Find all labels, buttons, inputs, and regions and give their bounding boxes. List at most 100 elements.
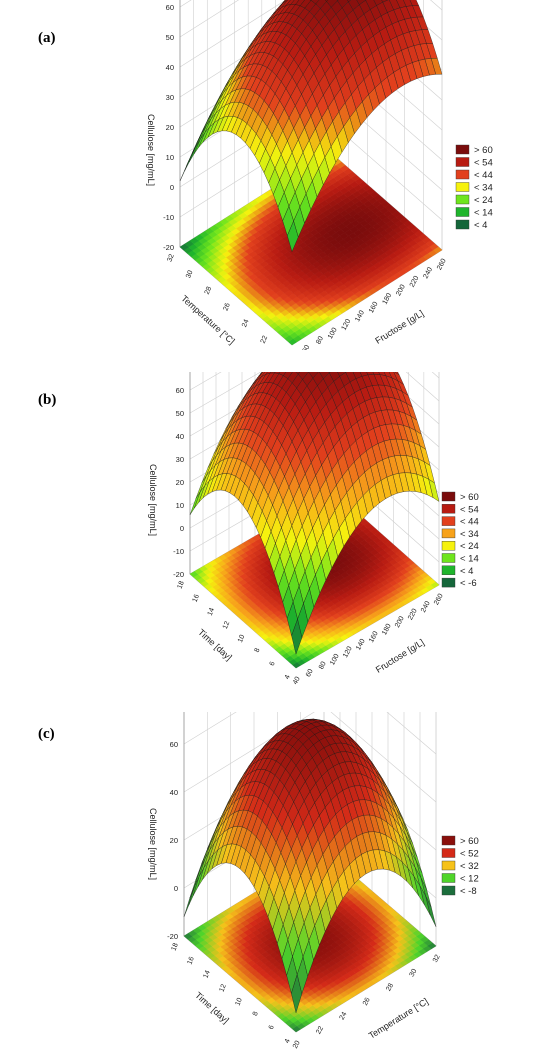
- legend-swatch: [441, 873, 456, 883]
- legend-label: < 24: [460, 541, 479, 552]
- legend-swatch: [441, 565, 456, 576]
- legend-swatch: [441, 528, 456, 539]
- y-tick-label: 10: [234, 997, 243, 1007]
- legend-label: < 44: [474, 170, 493, 181]
- y-tick-label: 22: [260, 335, 269, 345]
- x-tick-label: 30: [409, 968, 419, 978]
- legend-swatch: [441, 835, 456, 846]
- legend-label: < 14: [474, 208, 493, 219]
- z-tick-label: 40: [176, 432, 184, 441]
- surface-cell: [188, 876, 200, 906]
- legend-swatch: [455, 207, 470, 217]
- tick-labels: -20-100102030405060704060801001201401601…: [163, 3, 448, 350]
- x-tick-label: 80: [318, 660, 328, 670]
- legend-label: < 32: [460, 861, 479, 872]
- x-tick-label: 220: [409, 275, 421, 289]
- z-tick-label: 10: [176, 501, 184, 510]
- legend-swatch: [455, 182, 470, 192]
- y-tick-label: 16: [192, 593, 201, 603]
- surface-plot-c: -20020406080202224262830324681012141618T…: [148, 712, 479, 1050]
- tick-labels: -20020406080202224262830324681012141618: [167, 740, 442, 1050]
- surface-cell: [193, 132, 206, 155]
- legend-swatch: [441, 516, 456, 526]
- chart-panel-b: (b) -20-10010203040506070804060801001201…: [0, 372, 550, 702]
- surface-cell: [295, 372, 301, 375]
- legend-label: < 12: [460, 874, 479, 885]
- y-tick-label: 32: [166, 253, 175, 263]
- x-tick-label: 28: [385, 982, 395, 992]
- z-tick-label: 10: [166, 153, 174, 162]
- x-tick-label: 80: [315, 335, 325, 345]
- y-tick-label: 12: [218, 983, 227, 993]
- x-tick-label: 24: [339, 1011, 349, 1021]
- surface-cell: [324, 0, 329, 2]
- x-tick-label: 120: [341, 318, 353, 332]
- x-tick-label: 100: [329, 653, 341, 667]
- x-axis-label: Temperature [°C]: [367, 996, 430, 1041]
- x-axis-label: Fructose [g/L]: [373, 308, 425, 346]
- y-tick-label: 8: [252, 1011, 260, 1017]
- tick-labels: -20-100102030405060708040608010012014016…: [173, 386, 445, 686]
- y-tick-label: 10: [237, 634, 246, 644]
- x-tick-label: 20: [292, 1040, 302, 1050]
- y-tick-label: 18: [170, 942, 179, 952]
- surface-cell: [287, 220, 299, 253]
- legend-swatch: [455, 219, 470, 230]
- y-tick-label: 4: [284, 674, 292, 680]
- legend-swatch: [441, 577, 456, 588]
- z-tick-label: 30: [166, 93, 174, 102]
- legend-label: < 24: [474, 195, 493, 206]
- legend-swatch: [441, 540, 456, 551]
- x-tick-label: 160: [368, 301, 380, 315]
- y-tick-label: 6: [269, 661, 277, 667]
- z-tick-label: 60: [170, 740, 178, 749]
- surface-cell: [291, 618, 303, 655]
- z-tick-label: 40: [166, 63, 174, 72]
- x-tick-label: 260: [433, 593, 445, 607]
- surface-plot-a: -20-100102030405060704060801001201401601…: [146, 0, 493, 350]
- legend-label: < 4: [474, 220, 487, 231]
- chart-panel-a: (a) -20-10010203040506070406080100120140…: [0, 0, 550, 350]
- legend-swatch: [441, 491, 456, 502]
- legend: > 60 < 52< 32 < 12< -8: [441, 835, 479, 897]
- z-tick-label: 20: [166, 123, 174, 132]
- z-tick-label: -10: [163, 213, 174, 222]
- y-tick-label: 28: [204, 286, 213, 296]
- legend-swatch: [441, 553, 456, 563]
- legend-label: < 54: [460, 504, 479, 515]
- x-tick-label: 26: [362, 997, 372, 1007]
- x-tick-label: 32: [432, 954, 442, 964]
- x-tick-label: 180: [381, 623, 393, 637]
- surface-cell: [346, 0, 352, 3]
- legend: > 60< 54 < 44< 34< 24 < 14< 4< -6: [441, 491, 479, 589]
- legend-swatch: [441, 848, 456, 858]
- x-tick-label: 200: [395, 283, 407, 297]
- legend-label: > 60: [460, 836, 479, 847]
- x-tick-label: 240: [422, 266, 434, 280]
- x-tick-label: 160: [368, 630, 380, 644]
- legend-label: > 60: [474, 145, 493, 156]
- legend-label: < 14: [460, 554, 479, 565]
- x-tick-label: 140: [355, 638, 367, 652]
- legend-swatch: [441, 504, 456, 514]
- surface-cell: [189, 139, 201, 162]
- legend-label: < 44: [460, 517, 479, 528]
- panel-label: (c): [38, 726, 55, 742]
- y-tick-label: 14: [202, 969, 211, 979]
- x-tick-label: 140: [354, 309, 366, 323]
- y-axis-label: Time [day]: [193, 990, 231, 1025]
- legend-label: < 34: [460, 529, 479, 540]
- z-tick-label: 0: [174, 884, 178, 893]
- y-axis-label: Time [day]: [196, 627, 234, 662]
- z-axis-label: Cellulose [mg/mL]: [146, 114, 156, 186]
- x-tick-label: 22: [315, 1025, 325, 1035]
- y-tick-label: 18: [176, 580, 185, 590]
- legend-label: < -8: [460, 886, 477, 897]
- y-tick-label: 6: [268, 1024, 276, 1030]
- surface-mesh: [183, 718, 437, 1014]
- z-tick-label: 40: [170, 788, 178, 797]
- x-tick-label: 240: [420, 600, 432, 614]
- legend-swatch: [455, 144, 470, 155]
- legend-label: > 60: [460, 492, 479, 503]
- legend-swatch: [455, 169, 470, 180]
